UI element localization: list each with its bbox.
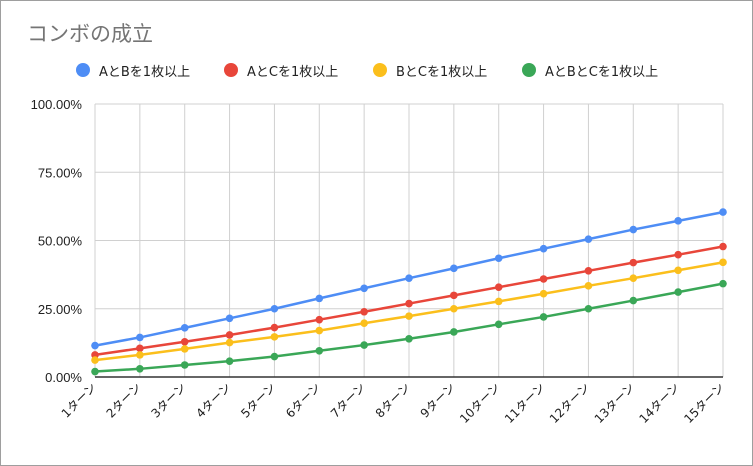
x-tick-label: 2ターン bbox=[104, 380, 144, 420]
data-point bbox=[494, 283, 503, 291]
data-point bbox=[719, 208, 727, 216]
data-point bbox=[315, 315, 324, 324]
legend-item-a-c[interactable]: AとCを1枚以上 bbox=[224, 58, 338, 82]
data-point bbox=[450, 291, 458, 300]
x-tick-label: 1ターン bbox=[59, 380, 99, 420]
x-tick-label: 13ターン bbox=[592, 380, 638, 426]
x-tick-label: 9ターン bbox=[418, 380, 458, 420]
data-point bbox=[629, 225, 638, 234]
data-point bbox=[360, 307, 368, 316]
data-point bbox=[91, 341, 99, 350]
data-point bbox=[360, 284, 368, 293]
x-tick-label: 10ターン bbox=[457, 380, 503, 426]
data-point bbox=[450, 304, 458, 313]
data-point bbox=[270, 304, 279, 313]
data-point bbox=[629, 296, 638, 305]
legend-swatch bbox=[224, 63, 238, 77]
data-point bbox=[360, 319, 368, 328]
legend-swatch bbox=[373, 63, 387, 77]
x-tick-label: 15ターン bbox=[681, 380, 727, 426]
legend-label: AとBを1枚以上 bbox=[99, 64, 191, 80]
data-point bbox=[494, 320, 503, 329]
data-point bbox=[405, 299, 413, 308]
x-tick-label: 8ターン bbox=[373, 380, 413, 420]
data-point bbox=[584, 282, 593, 290]
data-point bbox=[584, 267, 593, 275]
data-point bbox=[91, 367, 99, 376]
data-point bbox=[225, 314, 234, 323]
data-point bbox=[539, 275, 548, 283]
data-point bbox=[270, 352, 279, 361]
data-point bbox=[136, 344, 144, 353]
x-tick-label: 11ターン bbox=[502, 380, 548, 426]
data-point bbox=[136, 365, 144, 373]
data-point bbox=[225, 357, 234, 365]
data-point bbox=[360, 341, 368, 349]
legend-label: BとCを1枚以上 bbox=[396, 64, 488, 80]
legend-item-a-b[interactable]: AとBを1枚以上 bbox=[76, 58, 190, 82]
data-point bbox=[225, 338, 234, 347]
x-tick-label: 7ターン bbox=[328, 380, 368, 420]
x-tick-label: 6ターン bbox=[283, 380, 323, 420]
y-tick-label: 50.00% bbox=[38, 234, 83, 249]
legend-label: AとCを1枚以上 bbox=[247, 64, 339, 80]
data-point bbox=[136, 351, 144, 359]
data-point bbox=[494, 254, 503, 263]
data-point bbox=[719, 242, 727, 251]
y-tick-label: 25.00% bbox=[38, 302, 83, 317]
data-point bbox=[719, 279, 727, 288]
data-point bbox=[315, 294, 324, 303]
data-point bbox=[270, 333, 279, 341]
data-point bbox=[674, 288, 682, 296]
data-point bbox=[450, 264, 458, 273]
data-point bbox=[315, 346, 324, 355]
data-point bbox=[494, 297, 503, 306]
legend-label: AとBとCを1枚以上 bbox=[545, 64, 659, 80]
x-tick-label: 5ターン bbox=[238, 380, 278, 420]
legend-item-b-c[interactable]: BとCを1枚以上 bbox=[373, 58, 487, 82]
legend-swatch bbox=[522, 63, 536, 77]
data-point bbox=[719, 258, 727, 267]
data-point bbox=[539, 289, 548, 298]
data-point bbox=[584, 235, 593, 243]
chart-legend: AとBを1枚以上 AとCを1枚以上 BとCを1枚以上 AとBとCを1枚以上 bbox=[0, 58, 753, 82]
y-tick-label: 0.00% bbox=[45, 370, 82, 385]
data-point bbox=[270, 323, 279, 332]
data-point bbox=[674, 266, 682, 275]
data-point bbox=[180, 337, 189, 346]
y-tick-label: 75.00% bbox=[38, 165, 83, 180]
data-point bbox=[629, 258, 638, 267]
data-point bbox=[405, 274, 413, 282]
data-point bbox=[180, 345, 189, 353]
data-point bbox=[674, 217, 682, 225]
x-tick-label: 14ターン bbox=[637, 380, 683, 426]
data-point bbox=[405, 312, 413, 320]
data-point bbox=[674, 250, 682, 259]
legend-item-a-b-c[interactable]: AとBとCを1枚以上 bbox=[522, 58, 658, 82]
data-point bbox=[450, 328, 458, 336]
data-point bbox=[225, 331, 234, 339]
data-point bbox=[180, 361, 189, 369]
y-tick-label: 100.00% bbox=[31, 97, 83, 112]
data-point bbox=[91, 356, 99, 364]
data-point bbox=[180, 324, 189, 332]
data-point bbox=[136, 333, 144, 342]
data-point bbox=[539, 244, 548, 253]
data-point bbox=[539, 313, 548, 321]
x-tick-label: 3ターン bbox=[148, 380, 188, 420]
chart-title: コンボの成立 bbox=[27, 22, 153, 46]
data-point bbox=[315, 326, 324, 335]
data-point bbox=[584, 304, 593, 313]
data-point bbox=[405, 334, 413, 343]
legend-swatch bbox=[76, 63, 90, 77]
x-tick-label: 12ターン bbox=[547, 380, 593, 426]
data-point bbox=[629, 274, 638, 282]
x-tick-label: 4ターン bbox=[193, 380, 233, 420]
